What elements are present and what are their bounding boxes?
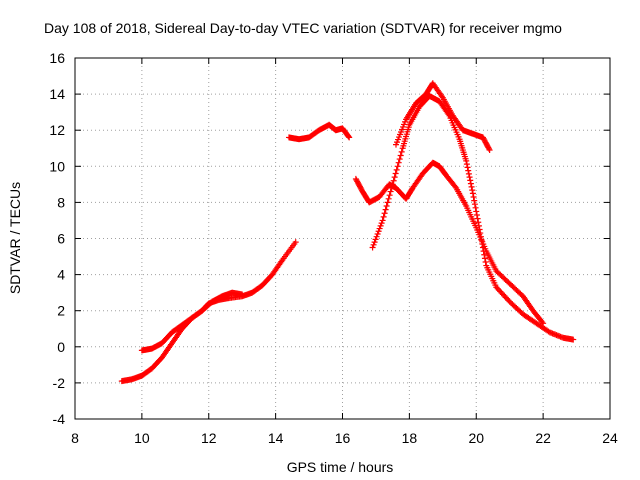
data-point <box>391 174 398 181</box>
data-point <box>468 183 475 190</box>
data-point <box>392 170 399 177</box>
data-point <box>470 193 477 200</box>
x-axis-label: GPS time / hours <box>287 459 394 475</box>
data-point <box>379 217 386 224</box>
data-point <box>473 208 480 215</box>
data-point <box>475 219 482 226</box>
y-tick-label: -4 <box>53 411 66 427</box>
data-point <box>389 181 396 188</box>
data-point <box>481 251 488 258</box>
series-track-c <box>352 159 547 327</box>
data-point <box>475 222 482 229</box>
series-track-b <box>286 121 353 143</box>
y-tick-label: 0 <box>57 339 65 355</box>
x-tick-label: 8 <box>71 430 79 446</box>
data-point <box>373 233 380 240</box>
data-point <box>370 241 377 248</box>
data-point <box>375 228 382 235</box>
x-tick-label: 12 <box>201 430 217 446</box>
y-tick-label: 4 <box>57 267 65 283</box>
data-point <box>467 180 474 187</box>
data-point <box>469 187 476 194</box>
data-point <box>477 233 484 240</box>
chart-title: Day 108 of 2018, Sidereal Day-to-day VTE… <box>44 20 562 36</box>
data-point <box>478 237 485 244</box>
data-point <box>369 244 376 251</box>
data-point <box>380 213 387 220</box>
x-tick-label: 24 <box>602 430 618 446</box>
data-point <box>482 258 489 265</box>
data-point <box>471 197 478 204</box>
data-point <box>398 148 405 155</box>
data-point <box>393 166 400 173</box>
data-point <box>381 210 388 217</box>
data-point <box>382 206 389 213</box>
x-tick-label: 20 <box>468 430 484 446</box>
series-track-a-upper <box>138 289 246 354</box>
data-point <box>474 215 481 222</box>
y-tick-label: 16 <box>49 50 65 66</box>
data-point <box>388 184 395 191</box>
data-point <box>480 248 487 255</box>
data-point <box>383 203 390 210</box>
data-point <box>390 177 397 184</box>
y-tick-label: 6 <box>57 231 65 247</box>
x-tick-label: 18 <box>402 430 418 446</box>
data-point <box>371 239 378 246</box>
data-point <box>479 244 486 251</box>
data-point <box>477 230 484 237</box>
data-point <box>374 230 381 237</box>
data-point <box>476 226 483 233</box>
y-tick-label: 2 <box>57 303 65 319</box>
data-point <box>479 240 486 247</box>
data-point <box>395 159 402 166</box>
x-tick-label: 22 <box>535 430 551 446</box>
data-point <box>486 147 493 154</box>
data-points <box>118 80 577 385</box>
series-track-d <box>369 92 577 343</box>
y-tick-label: 14 <box>49 86 65 102</box>
data-point <box>292 239 299 246</box>
data-point <box>463 157 470 164</box>
data-point <box>570 336 577 343</box>
data-point <box>396 156 403 163</box>
data-point <box>472 204 479 211</box>
x-tick-label: 10 <box>134 430 150 446</box>
data-point <box>394 163 401 170</box>
data-point <box>463 161 470 168</box>
data-point <box>464 164 471 171</box>
data-point <box>473 212 480 219</box>
data-point <box>465 167 472 174</box>
x-tick-label: 16 <box>335 430 351 446</box>
series-track-e <box>393 80 493 154</box>
data-point <box>384 199 391 206</box>
data-point <box>471 201 478 208</box>
data-point <box>465 170 472 177</box>
y-tick-label: -2 <box>53 375 66 391</box>
y-tick-label: 10 <box>49 158 65 174</box>
data-point <box>346 134 353 141</box>
data-point <box>385 195 392 202</box>
data-point <box>376 225 383 232</box>
data-point <box>239 291 246 298</box>
y-tick-label: 12 <box>49 122 65 138</box>
data-point <box>481 255 488 262</box>
data-point <box>469 190 476 197</box>
data-point <box>378 220 385 227</box>
data-point <box>452 183 459 190</box>
data-point <box>485 145 492 152</box>
data-point <box>467 177 474 184</box>
y-tick-label: 8 <box>57 194 65 210</box>
data-point <box>345 133 352 140</box>
x-tick-label: 14 <box>268 430 284 446</box>
data-point <box>397 152 404 159</box>
data-point <box>386 192 393 199</box>
data-point <box>387 188 394 195</box>
data-point <box>377 222 384 229</box>
data-point <box>466 174 473 181</box>
y-axis-label: SDTVAR / TECUs <box>7 182 23 294</box>
data-point <box>372 236 379 243</box>
